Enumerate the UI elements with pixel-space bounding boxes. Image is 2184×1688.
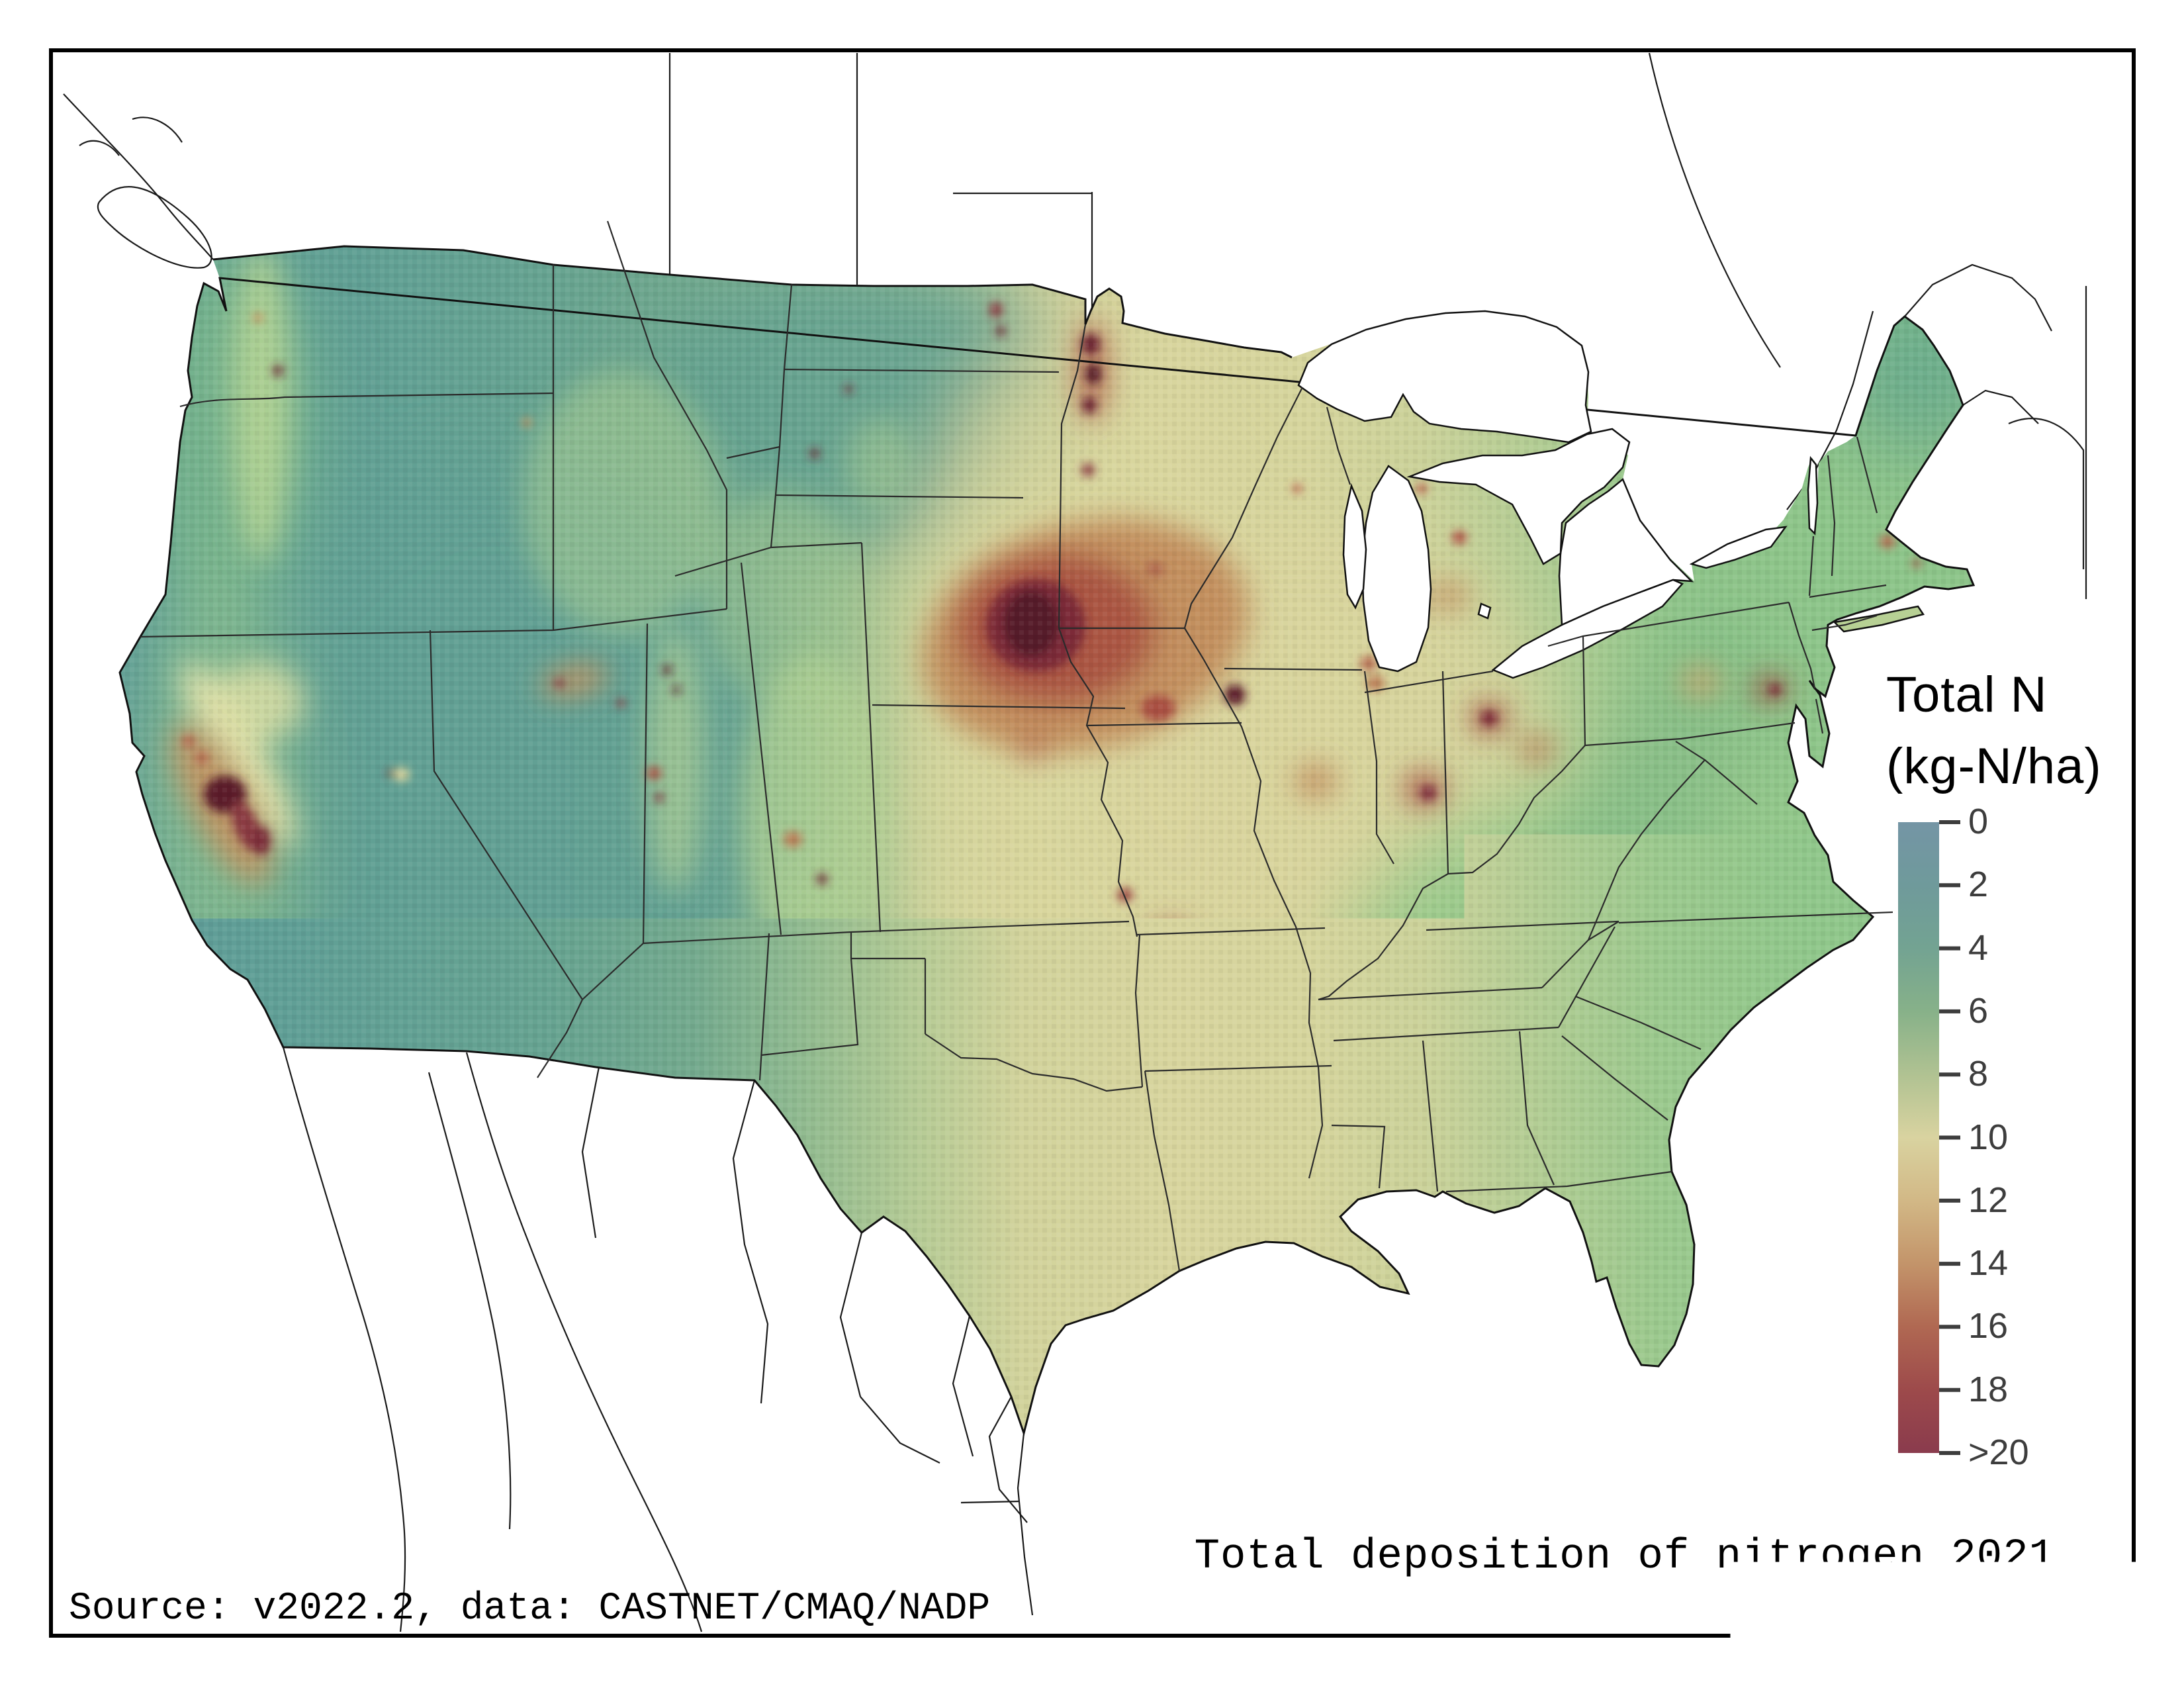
source-line: Source: v2022.2, data: CASTNET/CMAQ/NADP	[69, 1587, 990, 1630]
legend-title-line1: Total N	[1886, 659, 2102, 731]
colorbar-tick-label: 0	[1968, 801, 1988, 842]
legend-title: Total N (kg-N/ha)	[1886, 659, 2102, 802]
colorbar-tick-label: 8	[1968, 1053, 1988, 1094]
colorbar-tick-label: 10	[1968, 1117, 2008, 1158]
figure-frame-border	[49, 48, 2136, 1638]
figure-caption: Total deposition of nitrogen 2021	[1195, 1533, 2055, 1581]
credit-line: USEPA 06/15/23	[1764, 1587, 2086, 1630]
legend-title-line2: (kg-N/ha)	[1886, 731, 2102, 802]
colorbar-tick-label: 16	[1968, 1305, 2008, 1346]
colorbar-tick-label: 2	[1968, 864, 1988, 905]
colorbar-tick-label: 4	[1968, 927, 1988, 968]
colorbar-tick-label: 6	[1968, 990, 1988, 1031]
colorbar-tick-label: >20	[1968, 1432, 2029, 1473]
colorbar-tick-label: 18	[1968, 1369, 2008, 1410]
figure-page: Total N (kg-N/ha) 0 2 4 6 8 10 12 14 16 18 >20 Tot…	[0, 0, 2184, 1688]
colorbar-tick-label: 12	[1968, 1180, 2008, 1221]
colorbar-tick-label: 14	[1968, 1243, 2008, 1284]
